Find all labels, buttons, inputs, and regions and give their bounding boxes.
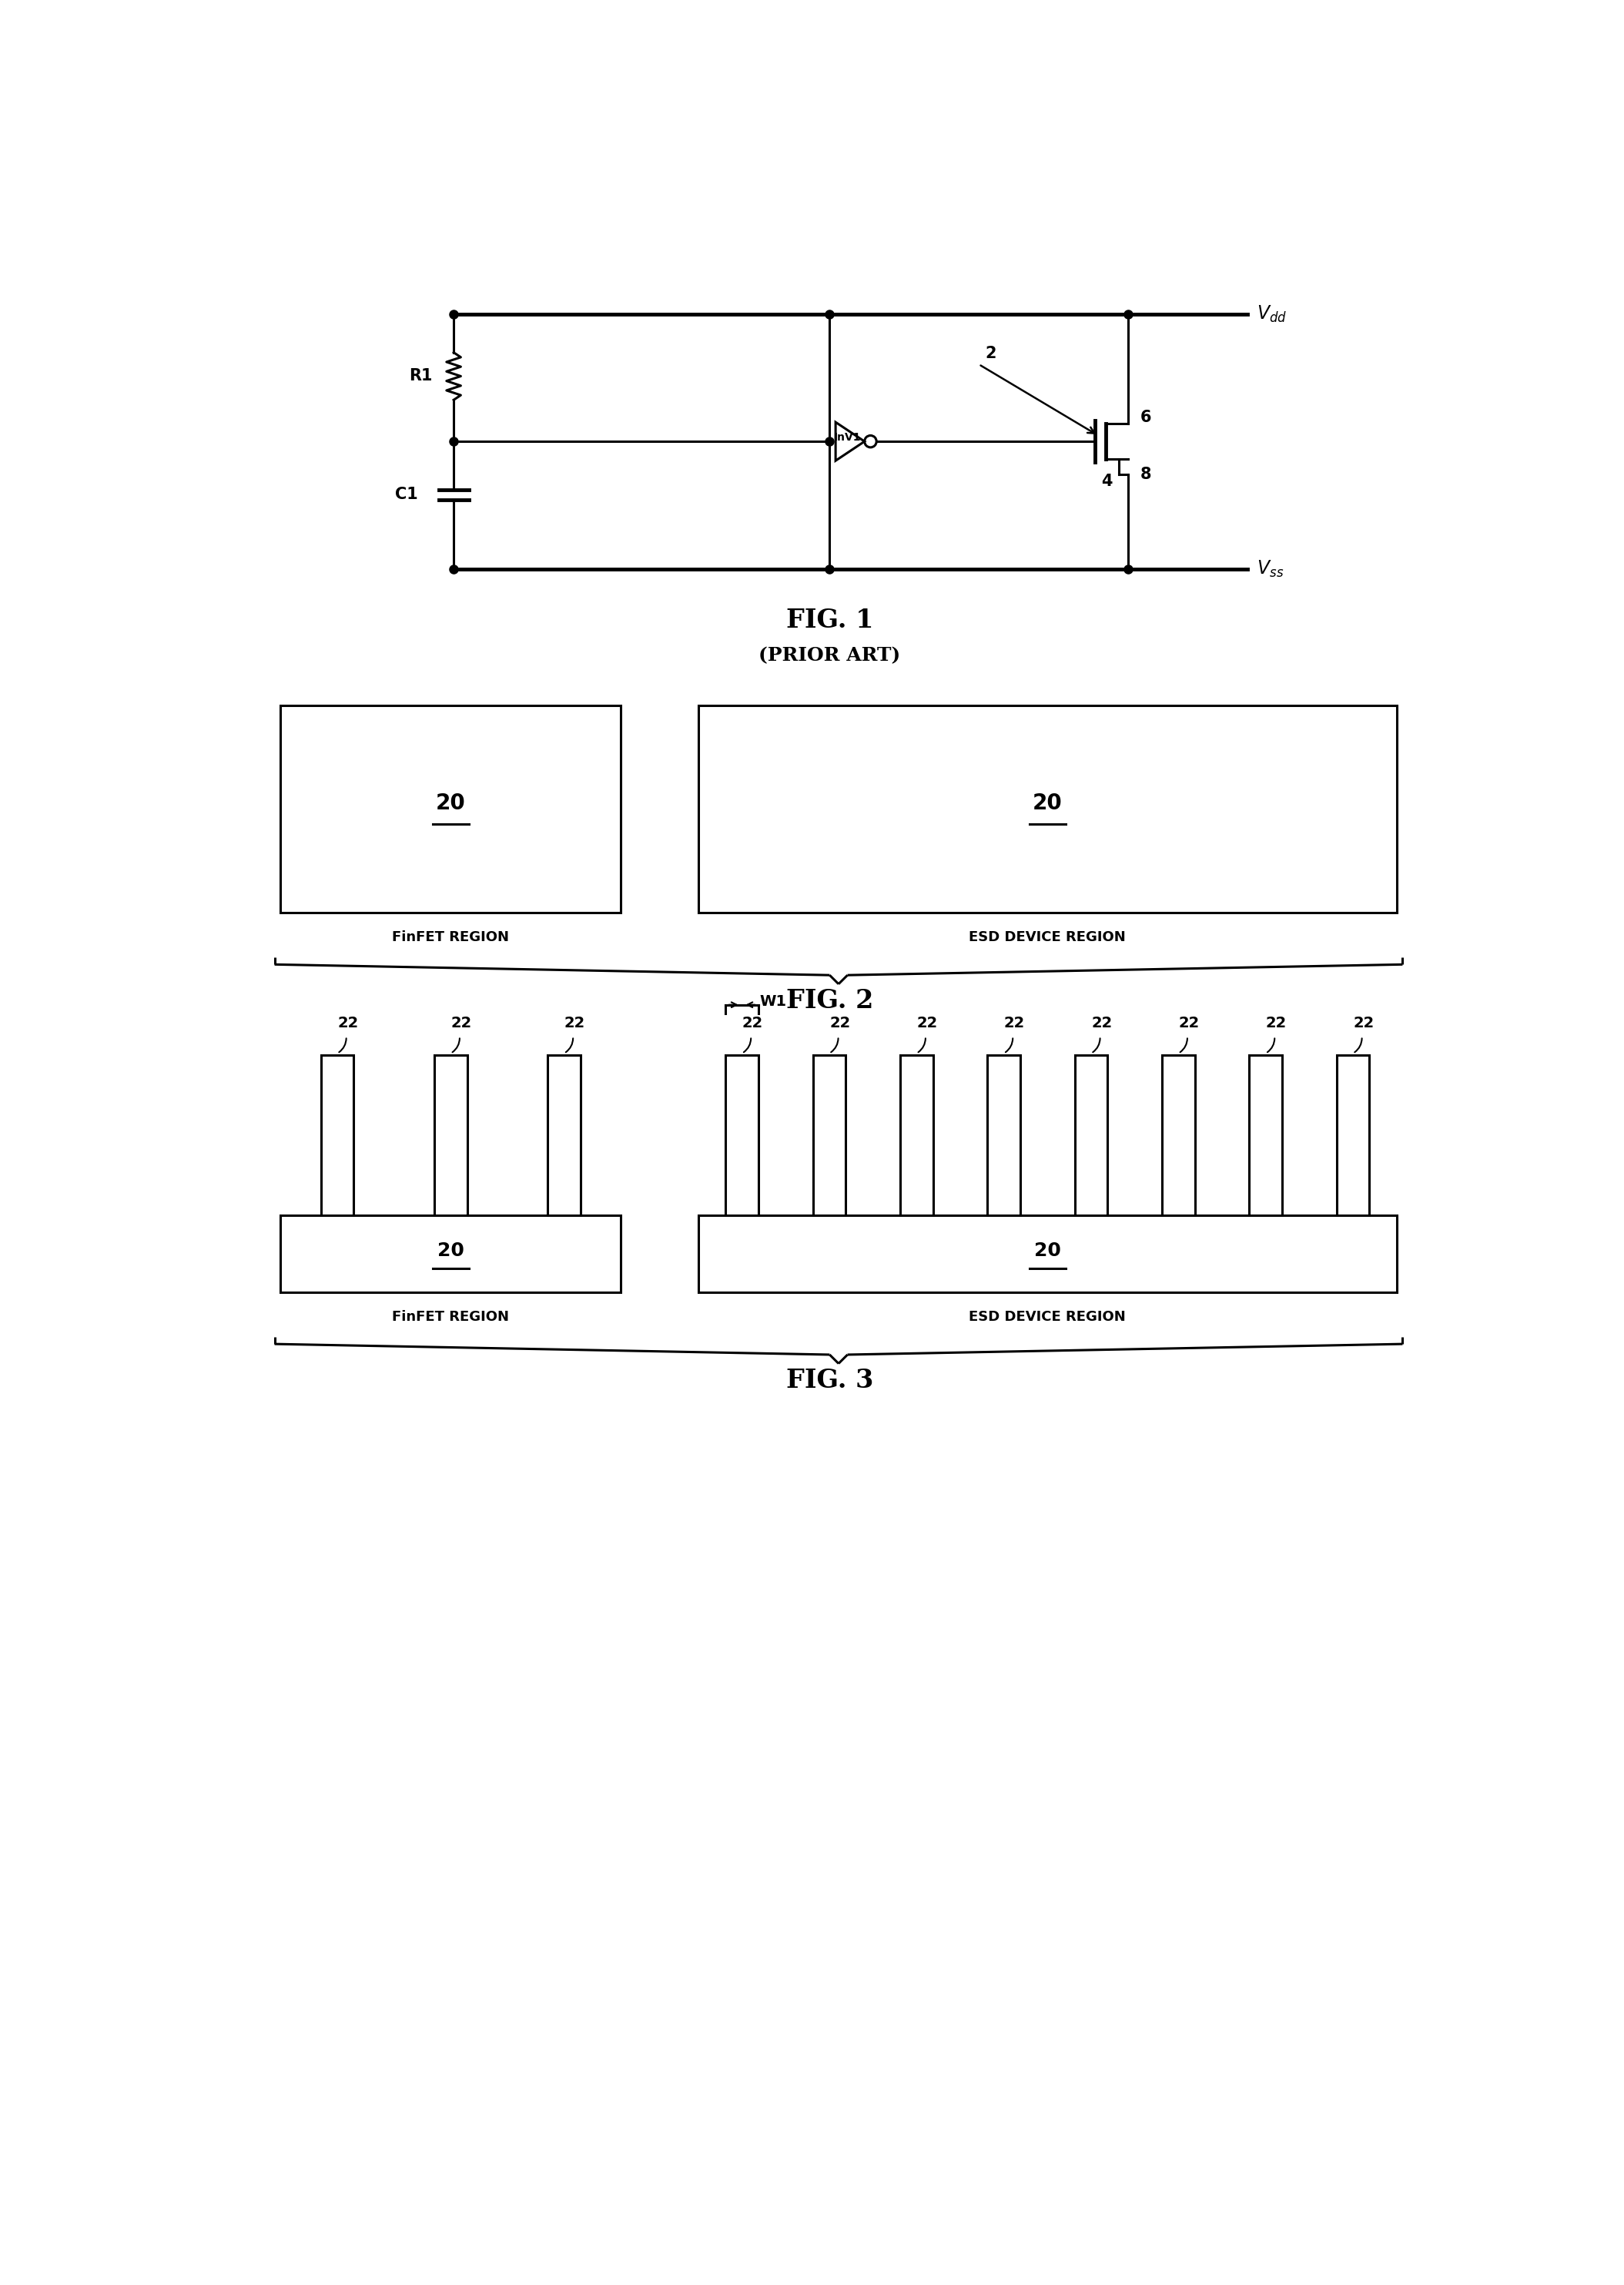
Bar: [726, 1056, 758, 1216]
Bar: [281, 706, 620, 914]
Text: C1: C1: [395, 487, 417, 503]
Text: FIG. 1: FIG. 1: [786, 608, 874, 633]
Text: 22: 22: [1004, 1015, 1025, 1031]
Bar: [1249, 1056, 1281, 1216]
Text: FinFET REGION: FinFET REGION: [391, 930, 510, 944]
Text: (PRIOR ART): (PRIOR ART): [758, 647, 901, 665]
Text: V$_{dd}$: V$_{dd}$: [1257, 304, 1286, 324]
Text: 22: 22: [742, 1015, 763, 1031]
Text: R1: R1: [409, 368, 432, 384]
Text: InV1: InV1: [833, 432, 861, 443]
Text: 22: 22: [830, 1015, 851, 1031]
Text: W1: W1: [760, 994, 788, 1010]
Bar: [1161, 1056, 1195, 1216]
Bar: [1075, 1056, 1108, 1216]
Bar: [281, 1216, 620, 1293]
Text: 22: 22: [1353, 1015, 1374, 1031]
Bar: [434, 1056, 468, 1216]
Text: FIG. 2: FIG. 2: [786, 987, 874, 1015]
Text: 4: 4: [1101, 473, 1112, 489]
Text: 20: 20: [435, 793, 466, 813]
Bar: [900, 1056, 932, 1216]
Text: 22: 22: [1265, 1015, 1286, 1031]
Text: 20: 20: [1034, 1241, 1060, 1259]
Text: 20: 20: [437, 1241, 464, 1259]
Text: V$_{ss}$: V$_{ss}$: [1257, 560, 1283, 578]
Bar: [814, 1056, 846, 1216]
Text: 22: 22: [451, 1015, 473, 1031]
Text: 22: 22: [918, 1015, 937, 1031]
Text: 22: 22: [1091, 1015, 1112, 1031]
Bar: [322, 1056, 354, 1216]
Text: 22: 22: [338, 1015, 359, 1031]
Bar: [547, 1056, 580, 1216]
Text: ESD DEVICE REGION: ESD DEVICE REGION: [970, 930, 1125, 944]
Text: 6: 6: [1140, 409, 1151, 425]
Text: 22: 22: [1179, 1015, 1200, 1031]
Text: 8: 8: [1140, 466, 1151, 482]
Text: FIG. 3: FIG. 3: [786, 1369, 874, 1394]
Bar: [987, 1056, 1020, 1216]
Text: ESD DEVICE REGION: ESD DEVICE REGION: [970, 1309, 1125, 1323]
Text: 20: 20: [1033, 793, 1062, 813]
Text: FinFET REGION: FinFET REGION: [391, 1309, 510, 1323]
Text: 22: 22: [564, 1015, 585, 1031]
Bar: [698, 706, 1397, 914]
Bar: [698, 1216, 1397, 1293]
Bar: [1337, 1056, 1369, 1216]
Text: 2: 2: [986, 345, 997, 361]
